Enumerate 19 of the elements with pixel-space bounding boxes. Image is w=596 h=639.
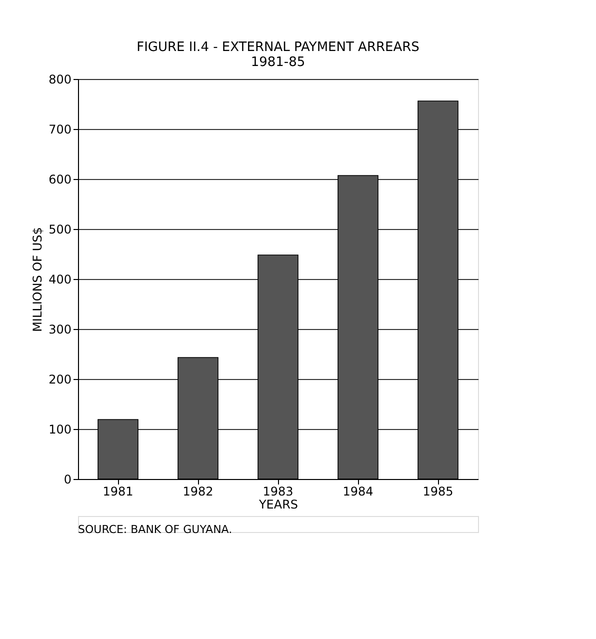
x-tick-label: 1982 [182,484,214,498]
text: 1981-85 [250,55,306,70]
x-tick-label: 1981 [102,484,134,498]
x-axis-title: YEARS [258,498,298,512]
y-tick-label: 100 [48,422,72,436]
source-note: SOURCE: BANK OF GUYANA. [78,523,232,536]
x-tick-label: 1983 [262,484,294,498]
y-tick-label: 500 [48,222,72,236]
y-tick-label: 400 [48,272,72,286]
y-tick-label: 600 [48,172,72,186]
y-tick-label: 800 [48,72,72,86]
y-axis-title: MILLIONS OF US$ [30,227,45,332]
text: FIGURE II.4 - EXTERNAL PAYMENT ARREARS [136,40,420,55]
y-tick-label: 700 [48,122,72,136]
y-tick-label: 0 [64,472,72,486]
y-tick-label: 300 [48,322,72,336]
x-tick-label: 1984 [342,484,374,498]
x-tick-label: 1985 [422,484,454,498]
y-tick-label: 200 [48,372,72,386]
